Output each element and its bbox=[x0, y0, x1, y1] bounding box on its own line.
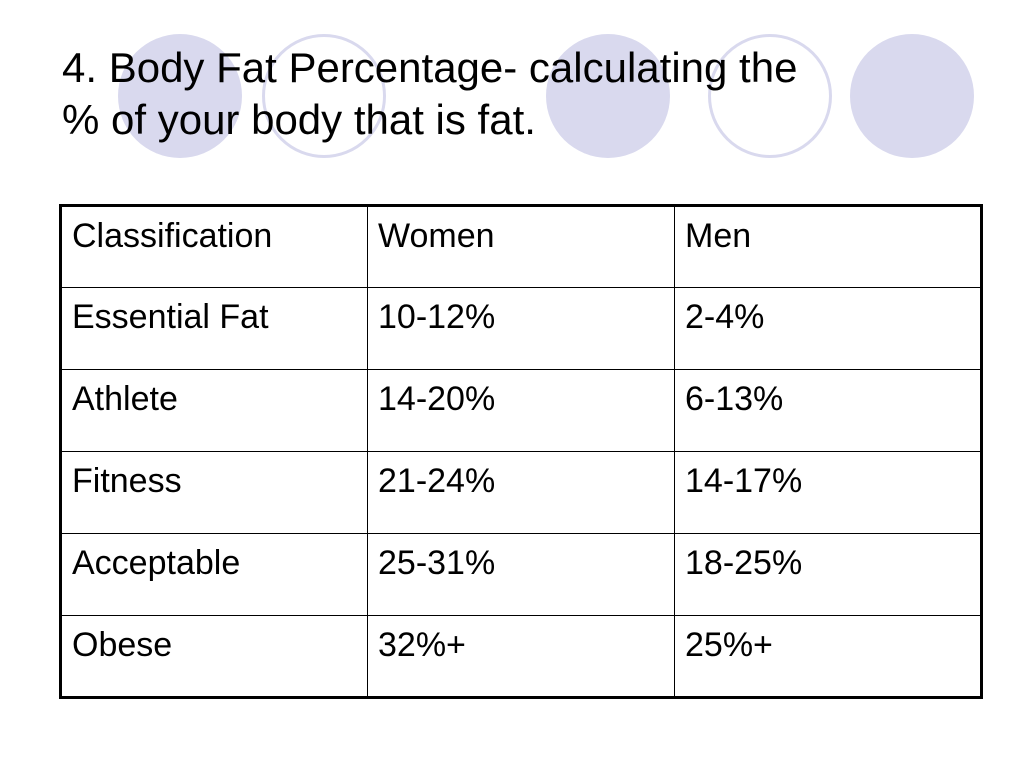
row-women-value: 32%+ bbox=[367, 615, 675, 698]
row-classification: Essential Fat bbox=[60, 287, 368, 370]
header-men: Men bbox=[674, 205, 982, 288]
decorative-ring-2 bbox=[708, 34, 832, 158]
row-men-value: 2-4% bbox=[674, 287, 982, 370]
table-row: Fitness 21-24% 14-17% bbox=[60, 451, 982, 534]
table-row: Athlete 14-20% 6-13% bbox=[60, 369, 982, 452]
decorative-circle-1 bbox=[118, 34, 242, 158]
table-row: Essential Fat 10-12% 2-4% bbox=[60, 287, 982, 370]
row-men-value: 18-25% bbox=[674, 533, 982, 616]
slide-title-line-2: % of your body that is fat. bbox=[62, 96, 536, 143]
row-men-value: 6-13% bbox=[674, 369, 982, 452]
table-row: Obese 32%+ 25%+ bbox=[60, 615, 982, 698]
body-fat-table: Classification Women Men Essential Fat 1… bbox=[59, 204, 983, 699]
row-men-value: 25%+ bbox=[674, 615, 982, 698]
row-women-value: 14-20% bbox=[367, 369, 675, 452]
decorative-circle-3 bbox=[850, 34, 974, 158]
row-men-value: 14-17% bbox=[674, 451, 982, 534]
header-women: Women bbox=[367, 205, 675, 288]
decorative-circle-2 bbox=[546, 34, 670, 158]
row-classification: Fitness bbox=[60, 451, 368, 534]
table-row: Acceptable 25-31% 18-25% bbox=[60, 533, 982, 616]
row-classification: Acceptable bbox=[60, 533, 368, 616]
row-women-value: 25-31% bbox=[367, 533, 675, 616]
decorative-ring-1 bbox=[262, 34, 386, 158]
row-women-value: 21-24% bbox=[367, 451, 675, 534]
slide-title-line-1: 4. Body Fat Percentage- calculating the bbox=[62, 44, 798, 91]
header-classification: Classification bbox=[60, 205, 368, 288]
slide-title: 4. Body Fat Percentage- calculating the … bbox=[62, 42, 962, 146]
row-women-value: 10-12% bbox=[367, 287, 675, 370]
row-classification: Athlete bbox=[60, 369, 368, 452]
row-classification: Obese bbox=[60, 615, 368, 698]
table-header-row: Classification Women Men bbox=[60, 205, 982, 288]
